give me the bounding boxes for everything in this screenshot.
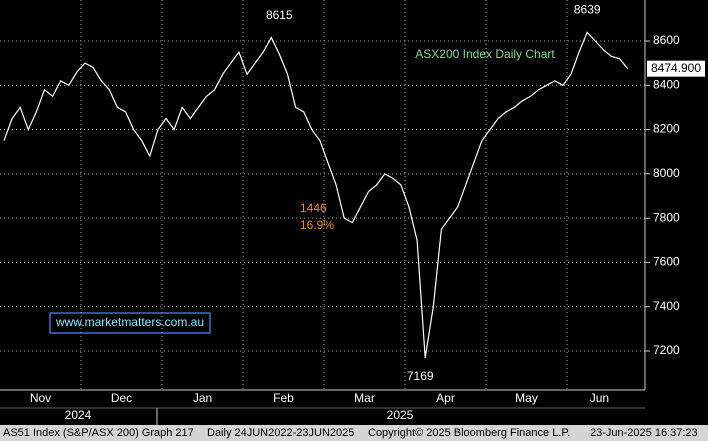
footer: 23-Jun-2025 16:37:23	[590, 427, 698, 439]
x-tick-label: Feb	[273, 391, 294, 405]
annotation: 1446	[300, 201, 327, 215]
x-tick-label: Dec	[111, 391, 132, 405]
footer-bar	[0, 425, 708, 441]
x-tick-label: Jun	[590, 391, 609, 405]
y-tick-label: 7400	[653, 299, 680, 313]
footer: AS51 Index (S&P/ASX 200) Graph 217	[3, 427, 194, 439]
x-tick-label: Apr	[436, 391, 455, 405]
y-tick-label: 7600	[653, 255, 680, 269]
y-tick-label: 8400	[653, 77, 680, 91]
annotation: 16.9%	[300, 218, 334, 232]
y-tick-label: 8000	[653, 166, 680, 180]
y-tick-label: 7200	[653, 343, 680, 357]
footer: Daily 24JUN2022-23JUN2025	[207, 427, 354, 439]
year-label: 2024	[65, 408, 92, 422]
price-line	[3, 31, 629, 358]
y-tick-label: 8600	[653, 33, 680, 47]
last-price-label: 8474.900	[651, 61, 701, 75]
data-label: 7169	[407, 369, 434, 383]
x-tick-label: Jan	[193, 391, 212, 405]
x-tick-label: Mar	[354, 391, 375, 405]
last-price-box	[647, 60, 705, 77]
watermark-box	[49, 312, 211, 334]
x-tick-label: Nov	[30, 391, 51, 405]
year-label: 2025	[387, 408, 414, 422]
chart-title: ASX200 Index Daily Chart	[415, 47, 555, 61]
footer: Copyright© 2025 Bloomberg Finance L.P.	[368, 427, 570, 439]
data-label: 8639	[574, 3, 601, 17]
y-tick-label: 8200	[653, 122, 680, 136]
y-tick-label: 7800	[653, 210, 680, 224]
x-tick-label: May	[515, 391, 538, 405]
data-label: 8615	[266, 8, 293, 22]
watermark: www.marketmatters.com.au	[55, 315, 204, 329]
